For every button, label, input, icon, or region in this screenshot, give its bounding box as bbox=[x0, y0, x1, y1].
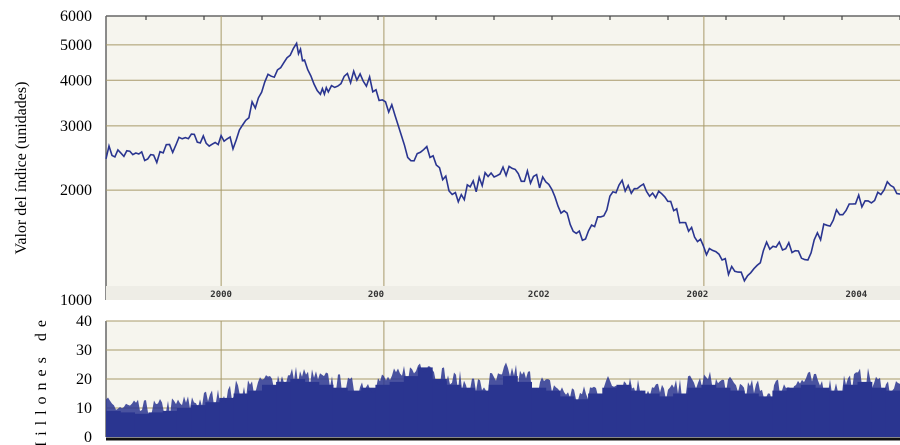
index-y-axis-label: Valor del índice (unidades) bbox=[13, 82, 30, 255]
volume-y-tick-label: 0 bbox=[84, 429, 92, 445]
volume-y-tick-label: 10 bbox=[76, 400, 92, 417]
index-y-tick-label: 4000 bbox=[60, 72, 92, 89]
x-tick-label: 200 bbox=[368, 290, 384, 300]
volume-y-axis-label: Millones de bbox=[33, 314, 50, 445]
volume-y-tick-label: 40 bbox=[76, 313, 92, 330]
x-tick-label: 2002 bbox=[687, 290, 709, 300]
year-band bbox=[106, 286, 900, 300]
volume-panel: 0 10 20 30 40 bbox=[76, 313, 900, 445]
index-y-tick-label: 3000 bbox=[60, 118, 92, 135]
volume-y-tick-label: 20 bbox=[76, 371, 92, 388]
index-y-tick-label: 2000 bbox=[60, 182, 92, 199]
index-y-tick-label: 5000 bbox=[60, 37, 92, 54]
index-y-tick-label: 1000 bbox=[60, 292, 92, 309]
x-tick-label: 2004 bbox=[845, 290, 867, 300]
index-series-line bbox=[105, 41, 900, 283]
index-y-tick-label: 6000 bbox=[60, 8, 92, 25]
index-value-panel: 1000 2000 3000 4000 5000 6000 2000 200 2CO2 2002 2… bbox=[60, 8, 900, 309]
volume-texture bbox=[106, 362, 900, 437]
x-tick-label: 2000 bbox=[210, 290, 232, 300]
volume-y-tick-label: 30 bbox=[76, 342, 92, 359]
x-tick-label: 2CO2 bbox=[528, 290, 550, 300]
index-plot-area bbox=[106, 16, 900, 300]
